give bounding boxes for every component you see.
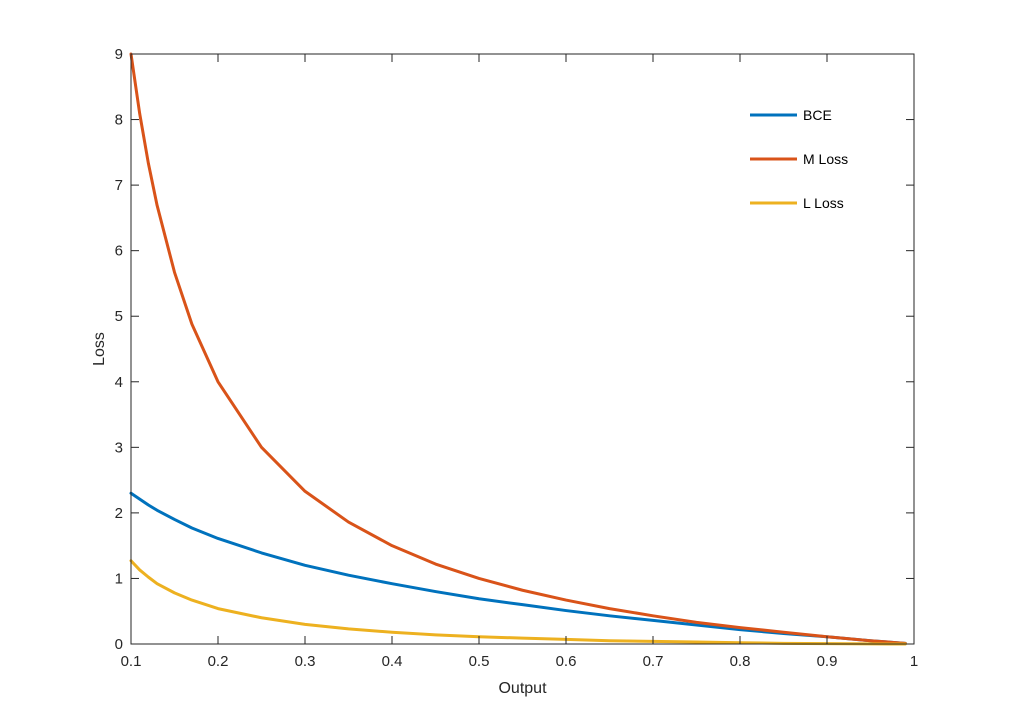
x-tick-label: 0.4	[382, 653, 403, 670]
legend-label: BCE	[803, 107, 832, 123]
series-line-bce	[129, 491, 907, 645]
y-axis-label: Loss	[91, 332, 108, 366]
x-tick-label: 1	[910, 653, 918, 670]
series-layer	[129, 52, 907, 646]
plot-area	[131, 54, 914, 644]
x-axis-label: Output	[498, 680, 547, 697]
y-tick-label: 6	[115, 243, 123, 260]
legend-label: M Loss	[803, 151, 848, 167]
x-tick-label: 0.1	[121, 653, 142, 670]
y-tick-label: 2	[115, 505, 123, 522]
x-tick-label: 0.2	[208, 653, 229, 670]
y-axis: 0 1 2 3 4 5 6 7 8 9	[115, 46, 914, 653]
axes-box	[130, 53, 915, 645]
series-line-m-loss	[129, 52, 907, 645]
y-tick-label: 1	[115, 570, 123, 587]
legend: BCE M Loss L Loss	[750, 107, 848, 211]
y-tick-label: 4	[115, 374, 123, 391]
x-tick-label: 0.9	[817, 653, 838, 670]
y-tick-label: 7	[115, 177, 123, 194]
y-tick-label: 8	[115, 112, 123, 129]
x-tick-label: 0.3	[295, 653, 316, 670]
y-tick-label: 9	[115, 46, 123, 63]
legend-label: L Loss	[803, 195, 844, 211]
x-axis: 0.1 0.2 0.3 0.4 0.5 0.6 0.7 0.8 0.9 1	[121, 54, 918, 670]
x-tick-label: 0.7	[643, 653, 664, 670]
x-tick-label: 0.8	[730, 653, 751, 670]
y-tick-label: 0	[115, 636, 123, 653]
y-tick-label: 3	[115, 439, 123, 456]
x-tick-label: 0.6	[556, 653, 577, 670]
y-tick-label: 5	[115, 308, 123, 325]
x-tick-label: 0.5	[469, 653, 490, 670]
series-line-l-loss	[129, 559, 907, 646]
